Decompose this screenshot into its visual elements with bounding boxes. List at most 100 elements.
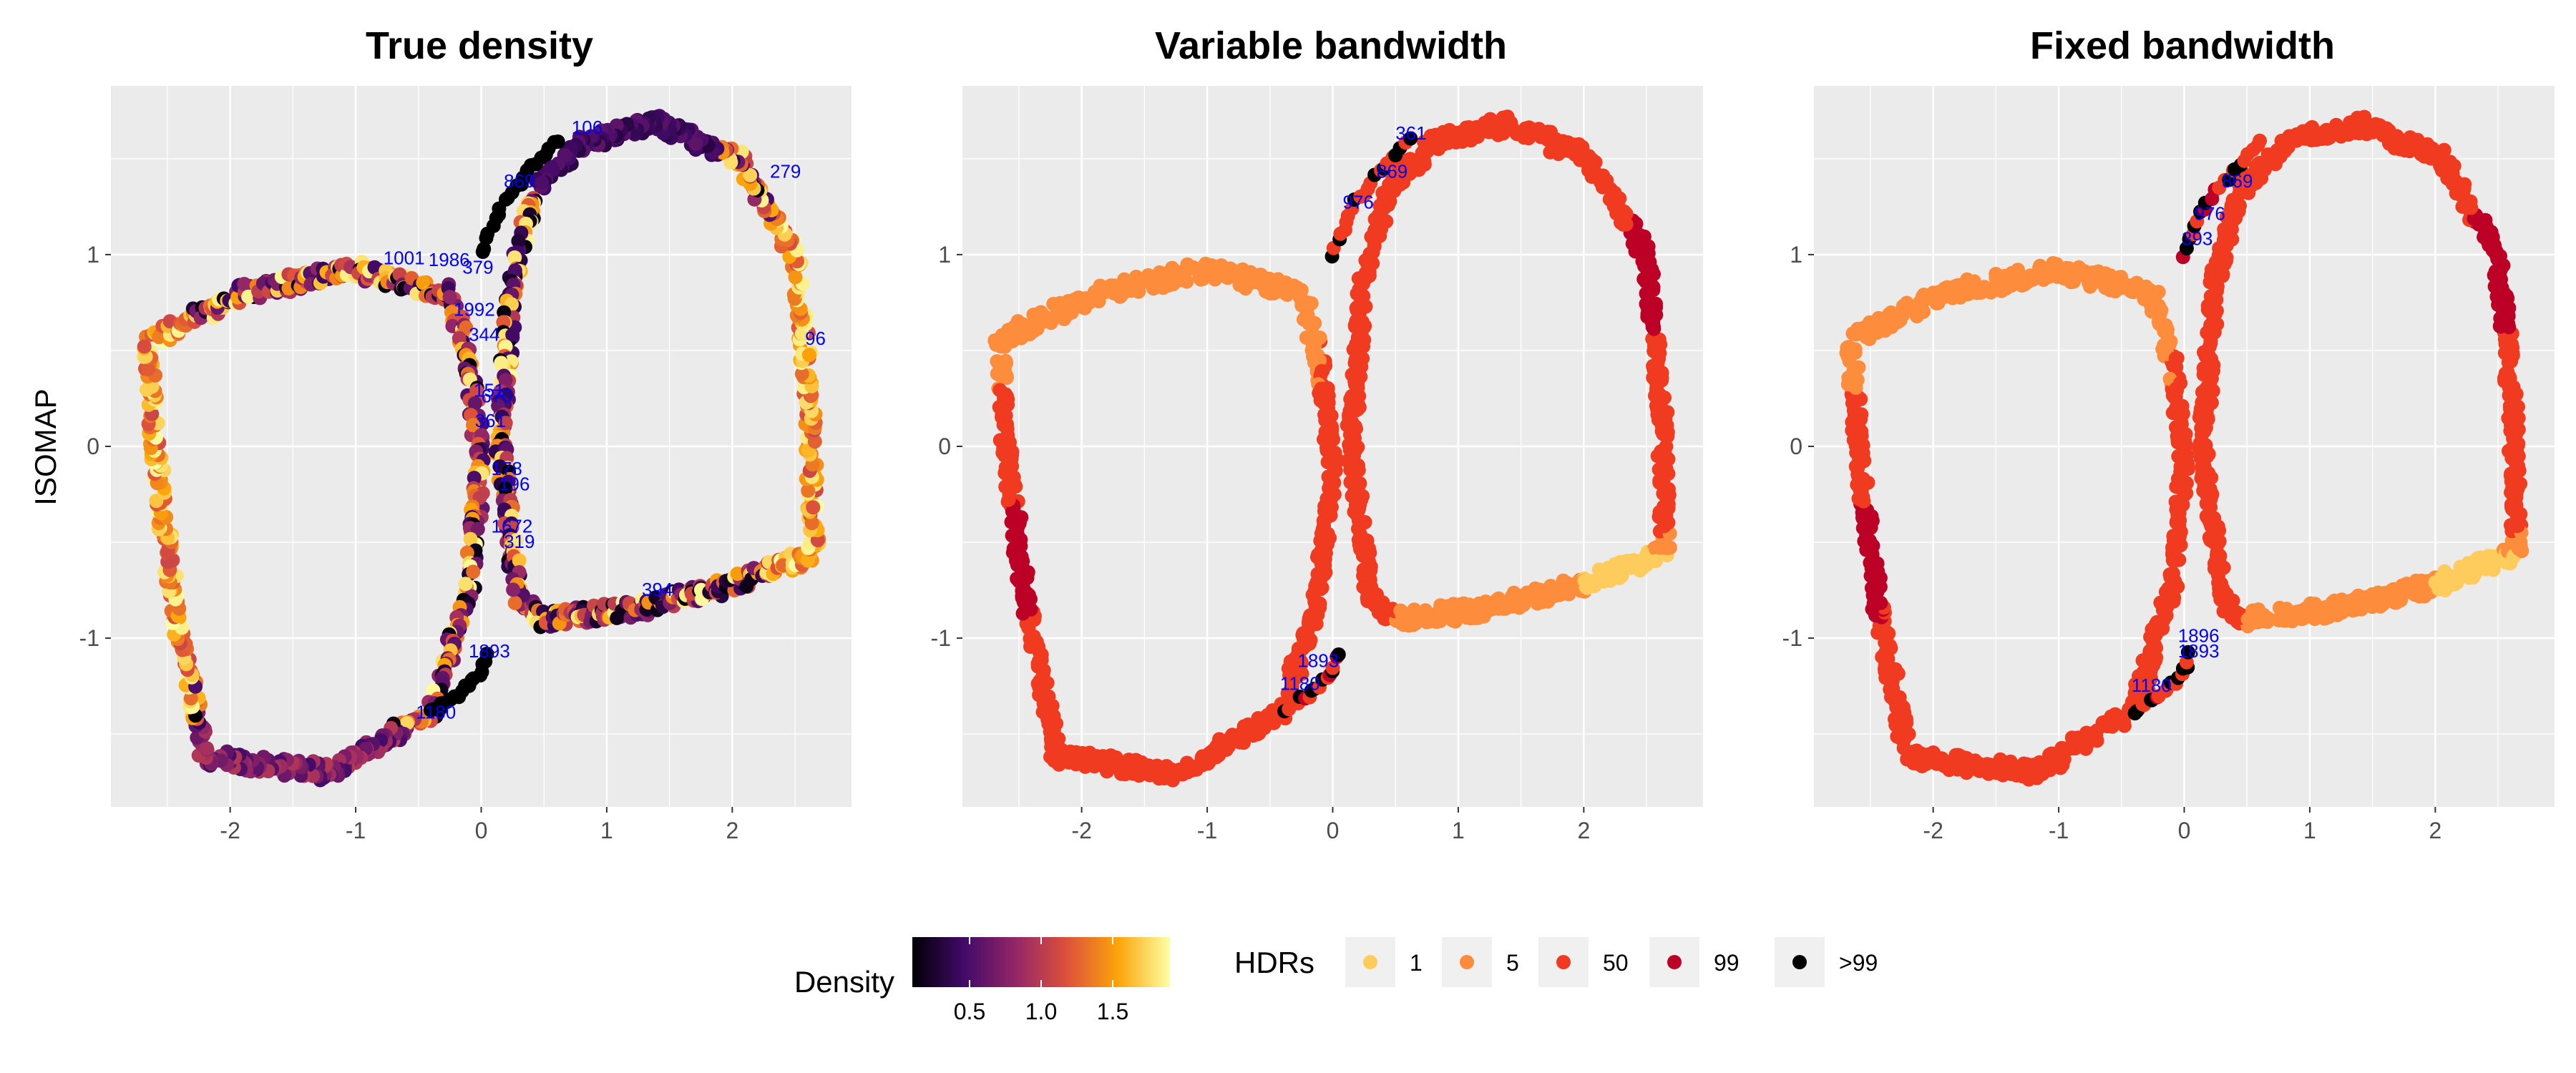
data-point [141,362,156,377]
hdr-legend: HDRs 1 5 50 99 >99 [1234,937,1878,987]
data-point [1005,528,1020,543]
data-point [1307,338,1322,353]
data-point [458,577,473,592]
outlier-label: 361 [1395,122,1426,144]
data-point [1352,519,1367,534]
density-legend-title: Density [794,965,894,999]
outlier-label: 1893 [1297,650,1339,671]
x-tick-label: 0 [2178,818,2191,843]
data-point [496,315,511,330]
data-point [479,647,494,661]
data-point [804,516,819,531]
outlier-label: 869 [1377,161,1407,182]
data-point [801,348,816,363]
data-point [1916,304,1931,319]
data-point [463,531,478,547]
outlier-label: 379 [462,257,493,278]
density-tick-label: 1.5 [1097,999,1128,1024]
outlier-label: 869 [504,170,535,192]
data-point [442,290,457,305]
data-point [1252,712,1267,727]
outlier-label: 394 [642,579,673,600]
data-point [2166,358,2181,373]
data-point [1314,381,1329,396]
density-colorbar [912,937,1170,987]
hdr-key-label: 5 [1506,950,1519,976]
x-tick-label: -1 [1197,818,1217,843]
outlier-label: 1180 [416,702,456,723]
x-tick-label: -2 [1071,818,1091,843]
outlier-label: 344 [469,324,499,346]
data-point [512,553,527,568]
data-point [183,691,198,706]
y-tick-label: -1 [931,625,951,651]
outlier-label: 1992 [454,299,495,320]
outlier-label: 151 [474,379,504,401]
data-point [1020,570,1035,585]
data-point [1893,313,1908,328]
outlier-label: 1672 [492,516,533,537]
panel-variable-bandwidth: -2 -1 0 1 2 -1 0 1 Variable bandwidth 361 869976… [931,24,1703,843]
density-tick-label: 1.0 [1025,999,1057,1024]
outlier-label: 976 [2195,203,2225,225]
x-tick-label: 1 [1452,818,1465,843]
data-point [1326,459,1341,473]
data-point [152,330,167,345]
data-point [806,500,821,515]
y-tick-label: 1 [87,242,99,268]
y-tick-label: 1 [938,242,951,268]
data-point [137,339,152,354]
hdr-key-dot [1667,955,1682,969]
data-point [2198,420,2213,435]
data-point [2166,554,2181,569]
data-point [1418,603,1433,618]
outlier-label: 178 [492,458,522,479]
outlier-label: 976 [1343,192,1374,213]
data-point [1179,274,1194,289]
data-point [1031,654,1046,669]
data-point [535,175,550,190]
data-point [992,383,1008,398]
data-point [367,260,382,275]
data-point [1350,376,1365,391]
scatter-points [137,109,826,788]
data-point [2205,304,2220,319]
x-tick-label: -1 [346,818,366,843]
data-point [743,168,758,182]
data-point [1640,309,1655,324]
hdr-key-label: 99 [1714,950,1740,976]
data-point [1026,629,1041,644]
data-point [1360,588,1375,603]
x-tick-label: 0 [1327,818,1340,843]
outlier-label: 106 [572,117,602,138]
y-tick-label: 0 [1790,433,1802,459]
data-point [1585,574,1600,589]
outlier-label: 361 [475,410,506,431]
data-point [477,242,492,256]
data-point [2201,446,2216,461]
data-point [237,277,252,291]
y-tick-label: -1 [79,625,99,651]
data-point [2460,195,2475,210]
scatter-points [987,109,1677,788]
data-point [1319,537,1335,552]
outlier-label: 393 [2182,228,2212,250]
data-point [494,356,509,371]
x-tick-label: -1 [2049,818,2069,843]
data-point [200,741,214,756]
data-point [1649,382,1664,397]
outlier-label: 319 [504,531,535,552]
outlier-label: 670 [482,385,512,406]
data-point [506,582,521,597]
data-point [2497,332,2512,347]
data-point [2219,587,2234,602]
x-tick-label: -2 [220,818,240,843]
density-tick-label: 0.5 [954,999,985,1024]
hdr-key-dot [1556,955,1571,969]
data-point [2498,366,2513,381]
outlier-label: 279 [770,161,801,182]
data-point [507,250,522,265]
panel-title: Fixed bandwidth [2030,24,2335,67]
